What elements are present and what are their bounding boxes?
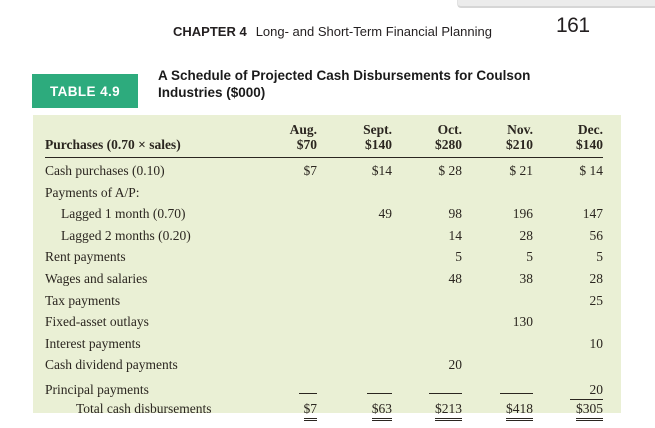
table-title-line1: A Schedule of Projected Cash Disbursemen… bbox=[158, 68, 531, 83]
total-value: $63 bbox=[371, 401, 392, 421]
value-cell: 98 bbox=[448, 206, 463, 222]
chapter-title: Long- and Short-Term Financial Planning bbox=[255, 24, 492, 39]
column-header-row: Aug. Sept. Oct. Nov. Dec. bbox=[45, 122, 603, 137]
row-label: Interest payments bbox=[45, 335, 141, 351]
value-cell: 5 bbox=[596, 249, 603, 265]
value-cell: 147 bbox=[582, 206, 603, 222]
value-cell bbox=[392, 376, 462, 401]
value-cell: $213 bbox=[392, 398, 462, 421]
value-cell: $210 bbox=[506, 137, 533, 152]
value-cell: $305 bbox=[533, 398, 603, 421]
cash-disbursements-table: Aug. Sept. Oct. Nov. Dec. Purchases (0.70 × … bbox=[33, 115, 621, 421]
row-label: Principal payments bbox=[45, 381, 149, 397]
table-body: Cash purchases (0.10) $7 $14 $ 28 $ 21 $ 14 Pa… bbox=[45, 160, 603, 422]
table-row: Tax payments 25 bbox=[45, 290, 603, 312]
running-head: CHAPTER 4 Long- and Short-Term Financial … bbox=[173, 24, 492, 39]
value-cell: $7 bbox=[235, 398, 317, 421]
value-cell: $63 bbox=[317, 398, 392, 421]
value-cell: $140 bbox=[576, 137, 603, 152]
table-row: Wages and salaries 48 38 28 bbox=[45, 268, 603, 290]
row-label: Payments of A/P: bbox=[45, 184, 140, 200]
total-value: $213 bbox=[435, 401, 462, 421]
value-cell: 196 bbox=[512, 206, 533, 222]
table-row: Total cash disbursements $7 $63 $213 $418 $30… bbox=[45, 398, 603, 422]
row-label: Lagged 2 months (0.20) bbox=[61, 227, 191, 243]
value-cell: $ 21 bbox=[509, 163, 533, 178]
table-row: Interest payments 10 bbox=[45, 333, 603, 355]
column-header-sept: Sept. bbox=[363, 122, 392, 137]
purchases-row: Purchases (0.70 × sales) $70 $140 $280 $210 $… bbox=[45, 137, 603, 153]
row-label: Fixed-asset outlays bbox=[45, 314, 149, 330]
value-cell: 20 bbox=[533, 379, 603, 401]
table-row: Fixed-asset outlays 130 bbox=[45, 311, 603, 333]
value-cell: $ 14 bbox=[579, 163, 603, 178]
value-cell: 5 bbox=[455, 249, 462, 265]
table-tag: TABLE 4.9 bbox=[32, 74, 138, 108]
column-header-oct: Oct. bbox=[437, 122, 462, 137]
row-label: Cash purchases (0.10) bbox=[45, 163, 165, 178]
column-header-aug: Aug. bbox=[289, 122, 317, 137]
row-label: Rent payments bbox=[45, 249, 126, 265]
value-cell: 28 bbox=[519, 227, 534, 243]
table-content: Aug. Sept. Oct. Nov. Dec. Purchases (0.70 × … bbox=[33, 115, 603, 422]
row-label: Purchases (0.70 × sales) bbox=[45, 137, 181, 152]
value-cell: $140 bbox=[365, 137, 392, 152]
value-cell: 10 bbox=[589, 335, 604, 351]
column-header-nov: Nov. bbox=[507, 122, 533, 137]
value-cell: 56 bbox=[589, 227, 604, 243]
row-label: Total cash disbursements bbox=[76, 400, 212, 416]
header-rule bbox=[45, 157, 603, 158]
value-cell: $14 bbox=[371, 163, 392, 178]
summing-rule bbox=[367, 376, 392, 394]
total-value: $418 bbox=[506, 401, 533, 421]
table-row: Rent payments 5 5 5 bbox=[45, 246, 603, 268]
row-label: Cash dividend payments bbox=[45, 357, 178, 373]
table-row: Cash dividend payments 20 bbox=[45, 354, 603, 376]
value-cell: 5 bbox=[526, 249, 533, 265]
table-title: A Schedule of Projected Cash Disbursemen… bbox=[158, 67, 530, 101]
chapter-label: CHAPTER 4 bbox=[173, 24, 247, 39]
summing-rule bbox=[429, 376, 462, 394]
value-cell: 49 bbox=[378, 206, 393, 222]
table-row: Payments of A/P: bbox=[45, 182, 603, 204]
row-label: Lagged 1 month (0.70) bbox=[61, 206, 186, 222]
value-cell bbox=[317, 376, 392, 401]
value-cell: 38 bbox=[519, 270, 534, 286]
table-row: Lagged 1 month (0.70) 49 98 196 147 bbox=[45, 203, 603, 225]
total-value: $305 bbox=[576, 401, 603, 421]
row-label: Wages and salaries bbox=[45, 270, 148, 286]
window-chrome-fragment bbox=[457, 0, 655, 8]
page-number: 161 bbox=[556, 14, 590, 37]
table-title-line2: Industries ($000) bbox=[158, 85, 266, 100]
value-cell: $7 bbox=[303, 163, 318, 178]
value-cell: 25 bbox=[589, 292, 604, 308]
value-cell: $70 bbox=[296, 137, 317, 152]
value-cell: 130 bbox=[512, 314, 533, 330]
summing-rule: 20 bbox=[570, 382, 603, 400]
total-value: $7 bbox=[303, 401, 317, 421]
table-row: Lagged 2 months (0.20) 14 28 56 bbox=[45, 225, 603, 247]
value-cell: $418 bbox=[462, 398, 533, 421]
column-header-dec: Dec. bbox=[577, 122, 603, 137]
value-cell: 20 bbox=[448, 357, 463, 373]
value-cell: 14 bbox=[448, 227, 463, 243]
value-cell bbox=[235, 376, 317, 401]
row-label: Tax payments bbox=[45, 292, 121, 308]
table-row: Principal payments 20 bbox=[45, 376, 603, 401]
value-cell bbox=[462, 376, 533, 401]
table-row: Cash purchases (0.10) $7 $14 $ 28 $ 21 $ 14 bbox=[45, 160, 603, 182]
value-cell: 28 bbox=[589, 270, 604, 286]
value-cell: $ 28 bbox=[438, 163, 462, 178]
value-cell: 48 bbox=[448, 270, 463, 286]
summing-rule bbox=[500, 376, 533, 394]
summing-rule bbox=[299, 376, 317, 394]
value-cell: $280 bbox=[435, 137, 462, 152]
